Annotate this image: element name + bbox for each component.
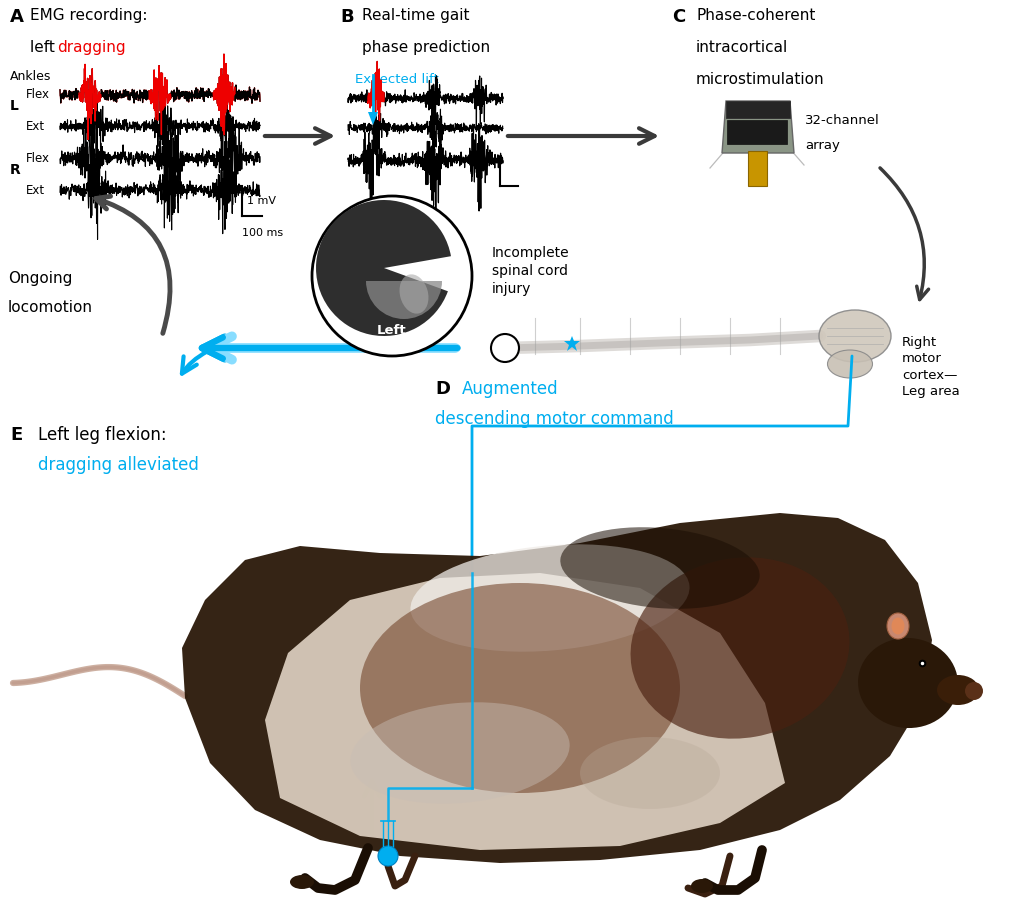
Text: Flex: Flex: [26, 88, 50, 102]
Text: Ankles: Ankles: [10, 70, 51, 83]
Ellipse shape: [631, 558, 850, 739]
Wedge shape: [316, 200, 451, 336]
Text: phase prediction: phase prediction: [362, 40, 490, 55]
Text: B: B: [340, 8, 353, 26]
Ellipse shape: [411, 544, 689, 652]
Text: A: A: [10, 8, 24, 26]
Ellipse shape: [887, 613, 909, 639]
Polygon shape: [722, 101, 794, 153]
Wedge shape: [366, 281, 442, 319]
Text: intracortical: intracortical: [696, 40, 788, 55]
Polygon shape: [182, 513, 932, 863]
Text: locomotion: locomotion: [8, 301, 93, 315]
Text: EMG recording:: EMG recording:: [30, 8, 147, 23]
Text: C: C: [672, 8, 685, 26]
FancyArrowPatch shape: [96, 196, 170, 333]
Text: descending motor command: descending motor command: [435, 410, 674, 428]
Ellipse shape: [560, 528, 760, 608]
Text: left: left: [30, 40, 59, 55]
Polygon shape: [726, 101, 790, 118]
Circle shape: [378, 846, 398, 866]
Text: Flex: Flex: [26, 152, 50, 164]
Polygon shape: [368, 112, 378, 125]
Ellipse shape: [580, 737, 720, 809]
Ellipse shape: [290, 875, 314, 889]
Circle shape: [312, 196, 472, 356]
Ellipse shape: [360, 583, 680, 793]
Text: Right
motor
cortex—
Leg area: Right motor cortex— Leg area: [902, 336, 959, 399]
Text: L: L: [10, 99, 18, 113]
Ellipse shape: [858, 638, 958, 728]
Text: R: R: [10, 163, 20, 177]
Polygon shape: [265, 573, 785, 850]
Text: dragging: dragging: [57, 40, 126, 55]
Text: 100 ms: 100 ms: [242, 228, 283, 238]
Text: Left leg flexion:: Left leg flexion:: [38, 426, 167, 444]
FancyBboxPatch shape: [748, 151, 767, 185]
Text: array: array: [805, 140, 840, 153]
Text: Ext: Ext: [26, 183, 45, 196]
Text: Incomplete
spinal cord
injury: Incomplete spinal cord injury: [492, 246, 569, 296]
Ellipse shape: [350, 702, 569, 804]
Ellipse shape: [691, 879, 713, 893]
Ellipse shape: [937, 675, 979, 705]
Text: Ongoing: Ongoing: [8, 271, 73, 285]
Ellipse shape: [819, 310, 891, 362]
Ellipse shape: [965, 682, 983, 700]
Text: 1 mV: 1 mV: [247, 196, 276, 206]
Text: Left: Left: [377, 324, 407, 338]
Text: Ext: Ext: [26, 120, 45, 133]
Text: 32-channel: 32-channel: [805, 114, 880, 126]
Text: D: D: [435, 380, 450, 398]
FancyArrowPatch shape: [880, 168, 929, 300]
Ellipse shape: [892, 617, 904, 635]
Text: E: E: [10, 426, 23, 444]
Ellipse shape: [827, 350, 872, 378]
Text: Expected lift: Expected lift: [355, 73, 438, 86]
Text: dragging alleviated: dragging alleviated: [38, 456, 199, 474]
Text: Augmented: Augmented: [462, 380, 559, 398]
Text: microstimulation: microstimulation: [696, 72, 824, 87]
Ellipse shape: [399, 274, 428, 313]
Text: Real-time gait: Real-time gait: [362, 8, 469, 23]
Circle shape: [490, 334, 519, 362]
FancyBboxPatch shape: [727, 120, 787, 144]
Text: Phase-coherent: Phase-coherent: [696, 8, 815, 23]
